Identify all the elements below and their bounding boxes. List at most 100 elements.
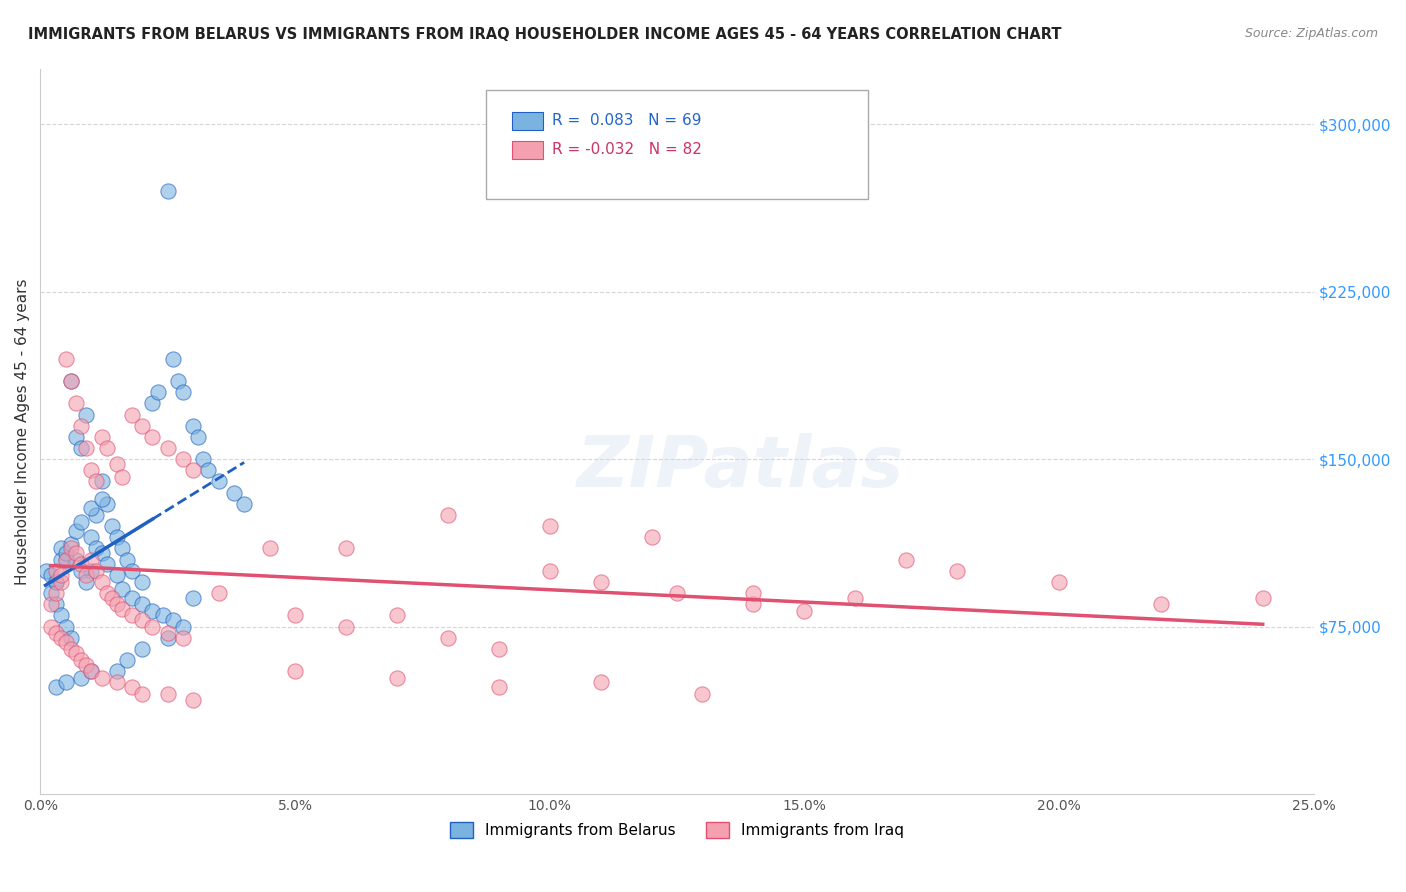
Immigrants from Iraq — [75, 568, 97, 582]
Immigrants from Iraq — [437, 508, 460, 522]
Immigrants from Iraq — [65, 546, 87, 560]
Text: ZIPatlas: ZIPatlas — [576, 433, 904, 502]
Immigrants from Iraq — [335, 541, 357, 556]
Immigrants from Iraq — [437, 631, 460, 645]
Immigrants from Belarus — [65, 430, 87, 444]
Immigrants from Iraq — [59, 541, 82, 556]
Immigrants from Iraq — [49, 631, 72, 645]
Immigrants from Belarus — [90, 492, 112, 507]
Text: R =  0.083   N = 69: R = 0.083 N = 69 — [553, 113, 702, 128]
Immigrants from Iraq — [90, 671, 112, 685]
Immigrants from Belarus — [70, 441, 93, 455]
Immigrants from Iraq — [121, 680, 143, 694]
Immigrants from Iraq — [39, 597, 62, 611]
Immigrants from Belarus — [141, 604, 163, 618]
Immigrants from Belarus — [75, 574, 97, 589]
Immigrants from Iraq — [589, 675, 612, 690]
Immigrants from Iraq — [90, 430, 112, 444]
Immigrants from Belarus — [70, 671, 93, 685]
Immigrants from Iraq — [284, 665, 307, 679]
Immigrants from Iraq — [131, 418, 153, 433]
Immigrants from Iraq — [75, 657, 97, 672]
Immigrants from Iraq — [181, 463, 204, 477]
Immigrants from Iraq — [742, 586, 765, 600]
Immigrants from Belarus — [45, 597, 67, 611]
Immigrants from Belarus — [115, 552, 138, 566]
Immigrants from Iraq — [105, 597, 128, 611]
Immigrants from Belarus — [193, 452, 215, 467]
Immigrants from Belarus — [131, 574, 153, 589]
Text: IMMIGRANTS FROM BELARUS VS IMMIGRANTS FROM IRAQ HOUSEHOLDER INCOME AGES 45 - 64 : IMMIGRANTS FROM BELARUS VS IMMIGRANTS FR… — [28, 27, 1062, 42]
Bar — [512, 141, 543, 159]
Immigrants from Belarus — [55, 546, 77, 560]
Immigrants from Belarus — [65, 552, 87, 566]
Immigrants from Belarus — [208, 475, 231, 489]
Immigrants from Iraq — [666, 586, 689, 600]
Immigrants from Belarus — [39, 586, 62, 600]
Immigrants from Belarus — [172, 385, 194, 400]
Immigrants from Belarus — [233, 497, 256, 511]
Immigrants from Iraq — [75, 441, 97, 455]
Immigrants from Belarus — [105, 665, 128, 679]
Immigrants from Iraq — [86, 475, 108, 489]
Immigrants from Iraq — [1047, 574, 1070, 589]
Immigrants from Iraq — [45, 564, 67, 578]
Immigrants from Belarus — [181, 418, 204, 433]
Immigrants from Iraq — [156, 626, 179, 640]
Immigrants from Belarus — [162, 351, 184, 366]
Immigrants from Belarus — [181, 591, 204, 605]
Immigrants from Belarus — [187, 430, 209, 444]
Immigrants from Belarus — [55, 619, 77, 633]
Immigrants from Iraq — [49, 574, 72, 589]
Immigrants from Belarus — [121, 591, 143, 605]
Immigrants from Iraq — [96, 586, 118, 600]
Text: R = -0.032   N = 82: R = -0.032 N = 82 — [553, 143, 702, 157]
Immigrants from Belarus — [59, 631, 82, 645]
Immigrants from Iraq — [259, 541, 281, 556]
Immigrants from Iraq — [385, 671, 408, 685]
Immigrants from Belarus — [172, 619, 194, 633]
Immigrants from Iraq — [896, 552, 918, 566]
Immigrants from Belarus — [45, 680, 67, 694]
Immigrants from Iraq — [111, 470, 134, 484]
Immigrants from Belarus — [100, 519, 122, 533]
Immigrants from Iraq — [692, 687, 714, 701]
Immigrants from Iraq — [131, 613, 153, 627]
Legend: Immigrants from Belarus, Immigrants from Iraq: Immigrants from Belarus, Immigrants from… — [444, 816, 910, 845]
Immigrants from Iraq — [181, 693, 204, 707]
Immigrants from Iraq — [105, 675, 128, 690]
Immigrants from Iraq — [70, 418, 93, 433]
Immigrants from Belarus — [197, 463, 219, 477]
Immigrants from Iraq — [45, 626, 67, 640]
Immigrants from Belarus — [222, 485, 245, 500]
Immigrants from Belarus — [121, 564, 143, 578]
Immigrants from Belarus — [70, 564, 93, 578]
Immigrants from Belarus — [167, 374, 190, 388]
Immigrants from Belarus — [80, 530, 103, 544]
Immigrants from Iraq — [70, 653, 93, 667]
Text: Source: ZipAtlas.com: Source: ZipAtlas.com — [1244, 27, 1378, 40]
Immigrants from Iraq — [640, 530, 662, 544]
Immigrants from Belarus — [156, 184, 179, 198]
Immigrants from Iraq — [141, 619, 163, 633]
Immigrants from Iraq — [208, 586, 231, 600]
Immigrants from Iraq — [70, 557, 93, 571]
Immigrants from Iraq — [742, 597, 765, 611]
Immigrants from Iraq — [793, 604, 815, 618]
Immigrants from Belarus — [34, 564, 56, 578]
Immigrants from Belarus — [86, 541, 108, 556]
Immigrants from Belarus — [111, 541, 134, 556]
Immigrants from Belarus — [49, 552, 72, 566]
Immigrants from Belarus — [141, 396, 163, 410]
Immigrants from Belarus — [86, 508, 108, 522]
Immigrants from Iraq — [45, 586, 67, 600]
Immigrants from Belarus — [131, 641, 153, 656]
Immigrants from Iraq — [141, 430, 163, 444]
Immigrants from Iraq — [538, 519, 561, 533]
Immigrants from Iraq — [100, 591, 122, 605]
Immigrants from Belarus — [115, 653, 138, 667]
Immigrants from Iraq — [284, 608, 307, 623]
Immigrants from Belarus — [45, 574, 67, 589]
Immigrants from Iraq — [105, 457, 128, 471]
Immigrants from Belarus — [90, 546, 112, 560]
